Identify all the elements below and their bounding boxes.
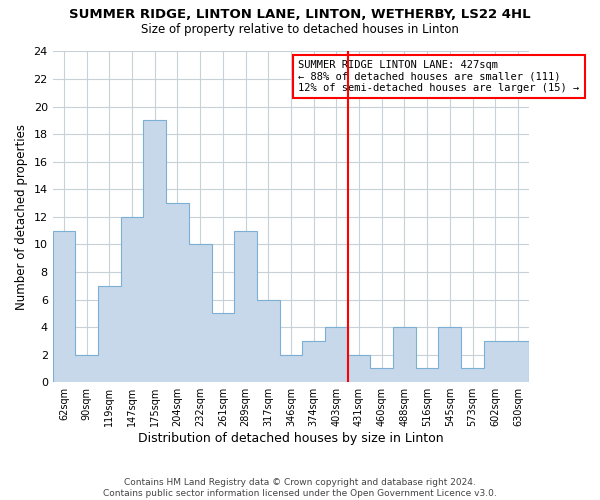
Text: Contains HM Land Registry data © Crown copyright and database right 2024.
Contai: Contains HM Land Registry data © Crown c… <box>103 478 497 498</box>
Text: SUMMER RIDGE LINTON LANE: 427sqm
← 88% of detached houses are smaller (111)
12% : SUMMER RIDGE LINTON LANE: 427sqm ← 88% o… <box>298 60 580 93</box>
Text: Size of property relative to detached houses in Linton: Size of property relative to detached ho… <box>141 22 459 36</box>
Y-axis label: Number of detached properties: Number of detached properties <box>15 124 28 310</box>
X-axis label: Distribution of detached houses by size in Linton: Distribution of detached houses by size … <box>138 432 444 445</box>
Text: SUMMER RIDGE, LINTON LANE, LINTON, WETHERBY, LS22 4HL: SUMMER RIDGE, LINTON LANE, LINTON, WETHE… <box>69 8 531 20</box>
